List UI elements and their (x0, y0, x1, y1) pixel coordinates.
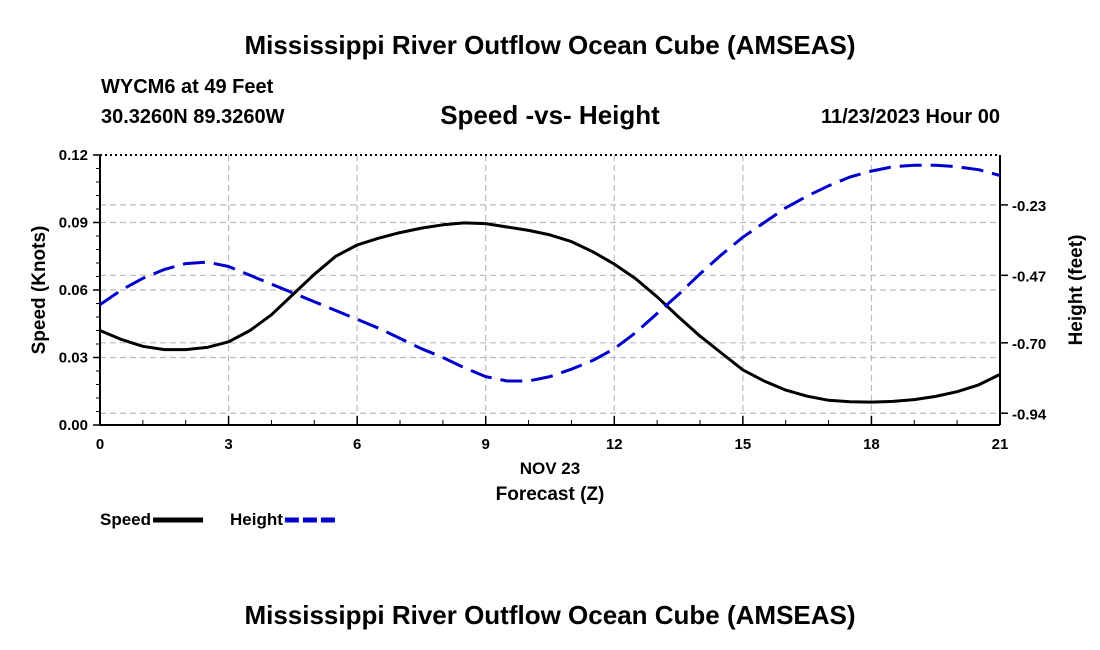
coordinates-label: 30.3260N 89.3260W (101, 106, 285, 128)
legend-label: Height (230, 510, 283, 529)
chart-subtitle: Speed -vs- Height (440, 100, 660, 130)
x-tick-label: 12 (606, 436, 623, 453)
x-tick-label: 18 (863, 436, 880, 453)
y-tick-label: 0.03 (59, 350, 88, 367)
speed-series-line (99, 221, 1001, 404)
y-right-tick-label: -0.47 (1012, 268, 1046, 285)
y-tick-label: 0.00 (59, 417, 88, 434)
y-right-axis-label: Height (feet) (1066, 235, 1087, 346)
y-right-tick-label: -0.70 (1012, 336, 1046, 353)
y-axis-label: Speed (Knots) (29, 226, 50, 355)
height-series-line (99, 163, 1001, 383)
x-tick-label: 6 (353, 436, 361, 453)
x-tick-label: 9 (482, 436, 490, 453)
y-tick-label: 0.12 (59, 147, 88, 164)
y-tick-label: 0.06 (59, 282, 88, 299)
legend-label: Speed (100, 510, 151, 529)
date-label: 11/23/2023 Hour 00 (820, 106, 1000, 128)
y-right-tick-label: -0.94 (1012, 406, 1047, 423)
x-tick-label: 0 (96, 436, 104, 453)
x-axis-date-label: NOV 23 (520, 459, 580, 478)
footer-title: Mississippi River Outflow Ocean Cube (AM… (244, 600, 856, 630)
y-right-tick-label: -0.23 (1012, 198, 1046, 215)
x-axis-label: Forecast (Z) (496, 484, 605, 505)
x-tick-label: 21 (992, 436, 1009, 453)
station-label: WYCM6 at 49 Feet (101, 76, 274, 98)
chart-title: Mississippi River Outflow Ocean Cube (AM… (244, 30, 856, 60)
x-tick-label: 15 (735, 436, 752, 453)
x-tick-label: 3 (224, 436, 232, 453)
y-tick-label: 0.09 (59, 215, 88, 232)
